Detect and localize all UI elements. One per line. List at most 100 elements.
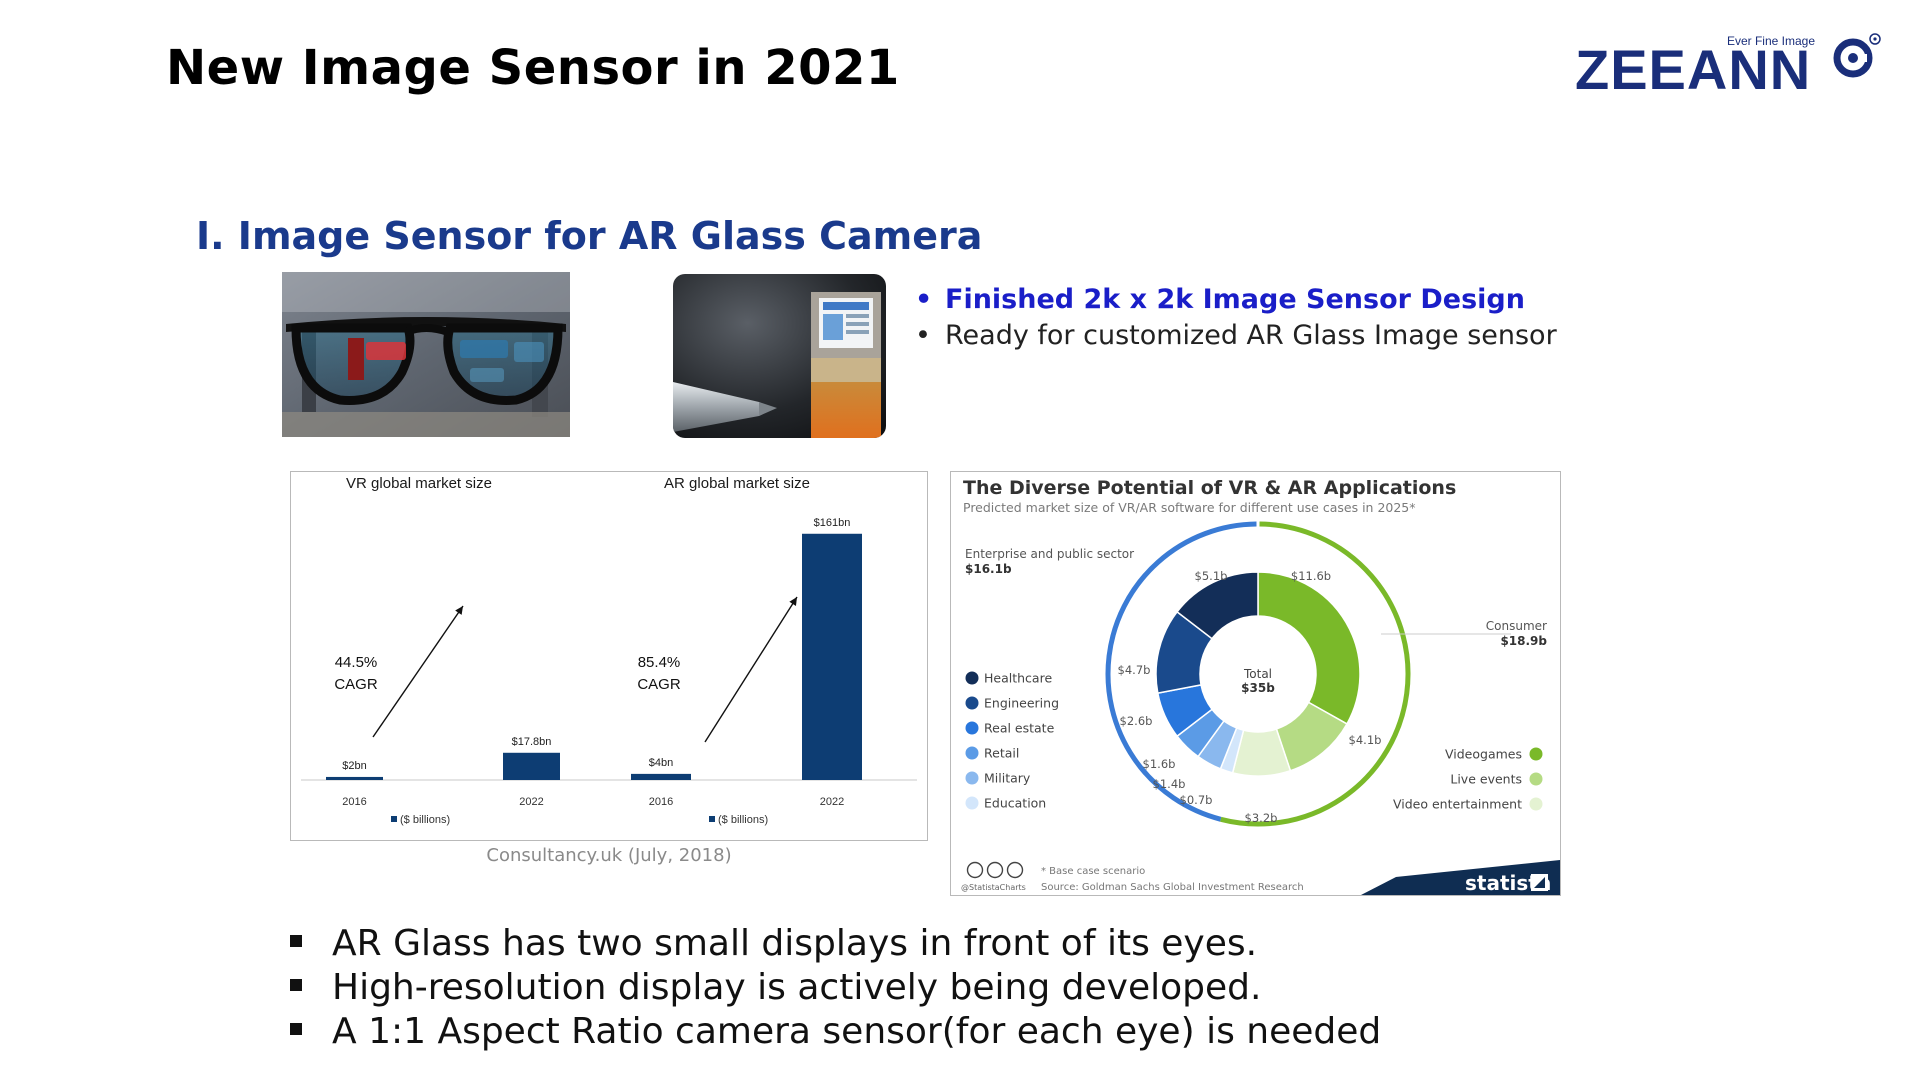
legend-label: Live events (1450, 772, 1522, 787)
logo-mark-icon (1833, 33, 1881, 78)
statista-mark-slash (1534, 877, 1545, 888)
market-size-bars: VR global market size $2bn 2016 $17.8bn 2022… (301, 475, 917, 826)
legend-dot (1529, 797, 1543, 811)
legend-label: Videogames (1445, 747, 1522, 762)
slice-value-label: $5.1b (1195, 569, 1228, 583)
cagr-value: 85.4% (638, 654, 681, 671)
legend-dot (965, 671, 979, 685)
logo-wordmark: ZEEANN (1575, 38, 1812, 101)
legend-swatch (391, 816, 397, 822)
cagr-label: CAGR (637, 676, 681, 693)
slice-value-label: $4.1b (1349, 733, 1382, 747)
statista-handle: @StatistaCharts (961, 883, 1026, 892)
donut-slice (1176, 571, 1259, 640)
panel-title: AR global market size (664, 475, 810, 492)
donut-source: Source: Goldman Sachs Global Investment … (1041, 882, 1304, 893)
legend-dot (965, 796, 979, 810)
legend-label: Retail (984, 746, 1019, 761)
slice-value-label: $4.7b (1118, 663, 1151, 677)
section-title: I. Image Sensor for AR Glass Camera (196, 214, 983, 258)
legend-label: Education (984, 796, 1046, 811)
consumer-label: Consumer (1486, 619, 1547, 633)
legend-dot (965, 696, 979, 710)
center-total-value: $35b (1241, 681, 1275, 695)
bar-value-label: $161bn (814, 517, 851, 529)
x-tick-label: 2016 (649, 796, 673, 808)
bar (802, 533, 862, 780)
legend-label: ($ billions) (400, 814, 450, 826)
key-points-list: AR Glass has two small displays in front… (290, 922, 1381, 1054)
ar-glasses-photo (282, 272, 570, 437)
enterprise-value: $16.1b (965, 562, 1012, 576)
bullet-text: Finished 2k x 2k Image Sensor Design (945, 284, 1525, 315)
legend-swatch (709, 816, 715, 822)
enterprise-label: Enterprise and public sector (965, 547, 1134, 561)
bullet-item: • Ready for customized AR Glass Image sen… (915, 320, 1557, 351)
license-icon (966, 861, 984, 879)
list-item: AR Glass has two small displays in front… (290, 922, 1381, 966)
list-item: High-resolution display is actively bein… (290, 966, 1381, 1010)
legend-label: Video entertainment (1393, 797, 1522, 812)
arrow-head (789, 597, 797, 606)
bar-value-label: $17.8bn (512, 736, 552, 748)
legend-dot (1529, 747, 1543, 761)
license-icon (986, 861, 1004, 879)
legend-label: Engineering (984, 696, 1059, 711)
bar (631, 773, 691, 780)
legend-dot (965, 746, 979, 760)
zeeann-logo: Ever Fine Image ZEEANN (1575, 28, 1885, 101)
x-tick-label: 2022 (519, 796, 543, 808)
slice-value-label: $2.6b (1120, 714, 1153, 728)
bar-value-label: $4bn (649, 757, 673, 769)
slice-value-label: $3.2b (1245, 811, 1278, 825)
bar-panel-ar: AR global market size $4bn 2016 $161bn 2022 8… (631, 475, 862, 826)
market-size-chart: VR global market size $2bn 2016 $17.8bn 2022… (290, 471, 928, 841)
square-bullet-icon (290, 979, 302, 991)
statista-banner (1361, 860, 1560, 895)
arrow-head (455, 606, 463, 615)
legend-label: Military (984, 771, 1031, 786)
outer-ring-consumer (1220, 521, 1411, 827)
cagr-value: 44.5% (335, 654, 378, 671)
list-item-text: A 1:1 Aspect Ratio camera sensor(for eac… (332, 1011, 1382, 1052)
vr-ar-applications-chart: The Diverse Potential of VR & AR Applica… (950, 471, 1561, 896)
consumer-value: $18.9b (1500, 634, 1547, 648)
legend-label: Real estate (984, 721, 1055, 736)
legend-label: ($ billions) (718, 814, 768, 826)
slide-title: New Image Sensor in 2021 (166, 40, 900, 96)
slice-value-label: $1.4b (1153, 777, 1186, 791)
list-item: A 1:1 Aspect Ratio camera sensor(for eac… (290, 1010, 1381, 1054)
applications-donut: The Diverse Potential of VR & AR Applica… (961, 477, 1560, 895)
bar-panel-vr: VR global market size $2bn 2016 $17.8bn 2022… (326, 475, 560, 826)
legend-dot (965, 721, 979, 735)
cagr-arrow (704, 596, 798, 743)
x-tick-label: 2022 (820, 796, 844, 808)
bullet-item: • Finished 2k x 2k Image Sensor Design (915, 284, 1525, 315)
slice-value-label: $11.6b (1291, 569, 1331, 583)
list-item-text: AR Glass has two small displays in front… (332, 923, 1258, 964)
slice-value-label: $0.7b (1180, 793, 1213, 807)
bullet-text: Ready for customized AR Glass Image sens… (945, 320, 1557, 351)
license-icon (1006, 861, 1024, 879)
donut-subtitle: Predicted market size of VR/AR software … (963, 500, 1416, 515)
bar-value-label: $2bn (342, 760, 366, 772)
legend-dot (1529, 772, 1543, 786)
bar (326, 776, 383, 780)
legend-dot (965, 771, 979, 785)
donut-title: The Diverse Potential of VR & AR Applica… (963, 477, 1456, 499)
donut-slice (1257, 571, 1361, 725)
bar (503, 752, 560, 780)
feature-bullets: • Finished 2k x 2k Image Sensor Design • R… (915, 282, 1557, 354)
square-bullet-icon (290, 1023, 302, 1035)
list-item-text: High-resolution display is actively bein… (332, 967, 1262, 1008)
panel-title: VR global market size (346, 475, 492, 492)
slice-value-label: $1.6b (1143, 757, 1176, 771)
outer-ring-enterprise (1105, 521, 1257, 822)
sensor-chip-photo (673, 274, 886, 438)
center-total-label: Total (1243, 667, 1272, 681)
logo-tagline: Ever Fine Image (1726, 34, 1815, 48)
square-bullet-icon (290, 935, 302, 947)
x-tick-label: 2016 (342, 796, 366, 808)
cagr-arrow (372, 605, 464, 738)
chart-credit: Consultancy.uk (July, 2018) (486, 845, 732, 866)
